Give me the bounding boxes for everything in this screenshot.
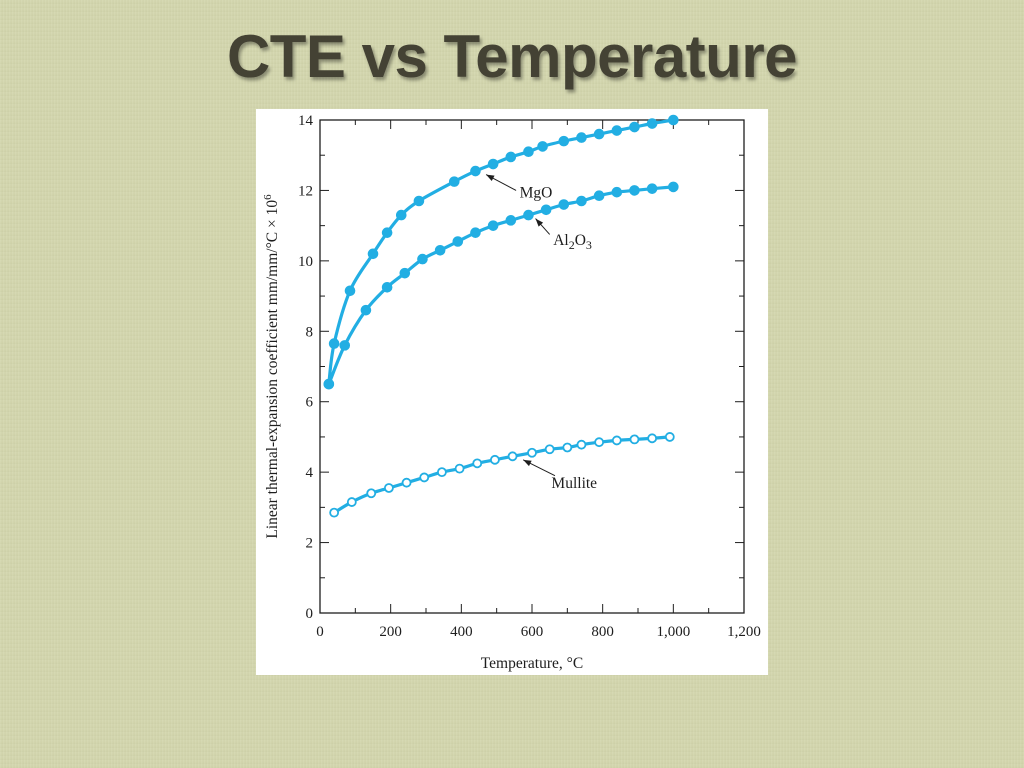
data-point-al2o3	[576, 195, 587, 207]
data-point-al2o3	[629, 185, 640, 196]
data-point-mullite	[436, 467, 447, 478]
data-point-mullite	[576, 439, 587, 450]
y-tick-label: 0	[306, 606, 314, 622]
data-point-mullite	[594, 437, 605, 448]
data-point-mgo	[576, 132, 587, 143]
data-point-al2o3	[668, 181, 679, 193]
series-line-mgo	[327, 118, 675, 386]
data-point-mgo	[558, 135, 570, 147]
data-point-al2o3	[523, 209, 534, 221]
data-point-mullite	[383, 483, 394, 493]
x-tick-label: 1,200	[727, 624, 761, 640]
data-point-al2o3	[399, 267, 411, 279]
data-point-al2o3	[323, 378, 335, 390]
data-points	[323, 114, 679, 518]
data-point-mgo	[629, 121, 640, 133]
data-point-al2o3	[540, 204, 552, 216]
data-point-mullite	[647, 433, 658, 444]
series-line-al2o3	[327, 185, 675, 386]
data-point-mgo	[367, 248, 379, 260]
series-label-al2o3-part: 2	[569, 238, 575, 252]
data-point-al2o3	[487, 220, 499, 231]
data-point-al2o3	[505, 215, 517, 226]
series-label-al2o3-part: O	[575, 232, 586, 249]
series-label-mullite: Mullite	[551, 475, 597, 492]
data-point-mullite	[629, 434, 640, 445]
y-tick-label: 6	[306, 395, 314, 411]
data-point-mullite	[419, 472, 430, 483]
data-point-mullite	[664, 432, 675, 442]
data-point-al2o3	[417, 253, 428, 265]
y-tick-label: 10	[298, 254, 313, 270]
data-point-al2o3	[452, 236, 464, 247]
y-axis-title-text: Linear thermal-expansion coefficient mm/…	[264, 200, 281, 539]
axis-labels: 0 200 400 600 800 1,000 1,200 0 2 4 6 8 10 12 14 Temper…	[262, 113, 761, 672]
data-point-mullite	[329, 507, 340, 518]
data-point-mgo	[668, 114, 679, 126]
series-curves	[327, 118, 675, 515]
data-point-mullite	[544, 444, 555, 455]
data-point-mgo	[470, 165, 481, 177]
data-point-mgo	[523, 146, 534, 157]
slide-title: CTE vs Temperature	[226, 23, 798, 90]
data-point-al2o3	[646, 183, 658, 194]
y-tick-label: 12	[298, 183, 313, 199]
label-al2o3-arrowhead	[535, 218, 544, 227]
series-line-mullite	[332, 435, 672, 515]
y-tick-label: 2	[306, 536, 314, 552]
y-tick-label: 14	[298, 113, 314, 129]
data-point-al2o3	[434, 244, 446, 256]
data-point-mgo	[448, 176, 460, 187]
series-label-al2o3-part: 3	[586, 238, 592, 252]
series-labels: MgO Al2O3 Mullite	[485, 174, 597, 492]
data-point-al2o3	[558, 199, 570, 210]
data-point-mullite	[527, 447, 537, 458]
data-point-mgo	[505, 151, 517, 163]
data-point-mullite	[454, 463, 465, 474]
data-point-al2o3	[381, 281, 393, 293]
data-point-mgo	[593, 128, 605, 140]
data-point-mgo	[611, 125, 623, 136]
x-tick-label: 1,000	[656, 624, 690, 640]
data-point-mullite	[401, 477, 412, 488]
data-point-al2o3	[611, 186, 623, 198]
series-label-al2o3: Al2O3	[553, 232, 592, 252]
y-tick-label: 4	[306, 465, 314, 481]
x-tick-label: 800	[591, 624, 614, 640]
x-axis-title: Temperature, °C	[481, 655, 583, 672]
label-mgo-arrowhead	[486, 174, 495, 181]
data-point-mullite	[489, 454, 500, 465]
data-point-mgo	[537, 141, 548, 152]
x-tick-label: 0	[316, 624, 324, 640]
data-point-mgo	[413, 195, 425, 207]
data-point-mullite	[507, 451, 518, 462]
data-point-mgo	[487, 158, 499, 170]
data-point-mgo	[381, 227, 393, 238]
series-label-al2o3-part: Al	[553, 232, 569, 249]
chart-figure: MgO Al2O3 Mullite 0 200 400 600 800 1,000 1,200 0…	[256, 109, 768, 675]
data-point-mullite	[346, 497, 357, 507]
y-axis-title-superscript: 6	[262, 194, 274, 200]
data-point-mullite	[472, 458, 483, 469]
y-tick-label: 8	[306, 324, 314, 340]
x-tick-label: 200	[379, 624, 402, 640]
data-point-mgo	[328, 338, 340, 349]
data-point-mgo	[395, 209, 407, 221]
x-tick-label: 600	[521, 624, 544, 640]
series-label-mgo: MgO	[520, 184, 553, 201]
data-point-mullite	[611, 435, 622, 446]
data-point-al2o3	[339, 340, 351, 351]
data-point-mgo	[646, 118, 658, 129]
data-point-mgo	[344, 285, 356, 297]
y-axis-title: Linear thermal-expansion coefficient mm/…	[262, 194, 281, 539]
x-tick-label: 400	[450, 624, 473, 640]
data-point-al2o3	[360, 304, 372, 316]
data-point-mullite	[366, 488, 377, 499]
data-point-al2o3	[470, 227, 481, 238]
label-mullite-arrowhead	[523, 459, 532, 467]
data-point-al2o3	[593, 190, 605, 202]
data-point-mullite	[562, 442, 573, 453]
